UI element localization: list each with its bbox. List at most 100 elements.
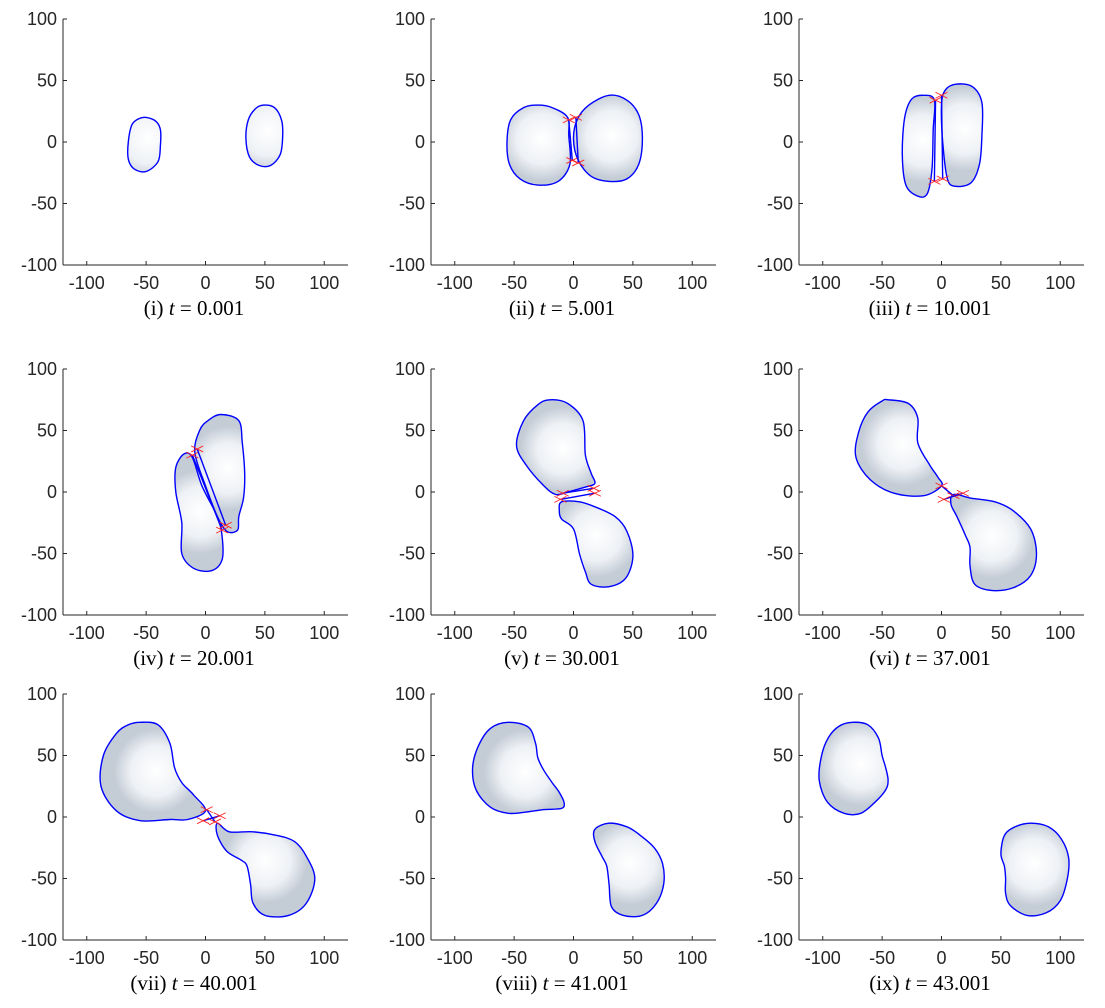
panel-iii-plot: -100 -50 0 50 100 -100 -50 0 50 100 <box>757 9 1084 293</box>
junction-marker <box>213 812 226 820</box>
x-tick-label: 0 <box>568 623 578 643</box>
panel-ix: -100 -50 0 50 100 -100 -50 0 50 100 (ix) t = 43.00… <box>736 675 1104 1008</box>
y-tick-label: -50 <box>767 544 793 564</box>
panel-viii: -100 -50 0 50 100 -100 -50 0 50 100 (viii) t = 41.… <box>368 675 736 1008</box>
panel-vi-plot: -100 -50 0 50 100 -100 -50 0 50 100 <box>757 359 1084 643</box>
x-tick-label: 0 <box>200 273 210 293</box>
panel-time: 0.001 <box>197 296 245 320</box>
junction-marker <box>208 818 222 826</box>
x-tick-label: 100 <box>1045 948 1075 968</box>
x-tick-label: 0 <box>936 273 946 293</box>
y-tick-label: 100 <box>27 684 57 704</box>
panel-v-plot: -100 -50 0 50 100 -100 -50 0 50 100 <box>389 359 716 643</box>
panel-caption: (viii) t = 41.001 <box>495 971 629 995</box>
panel-time: 41.001 <box>570 971 629 995</box>
panel-caption: (iv) t = 20.001 <box>133 646 255 670</box>
y-tick-label: -50 <box>767 869 793 889</box>
junction-marker <box>196 817 210 825</box>
cell-outline <box>471 721 566 815</box>
x-tick-label: 100 <box>677 273 707 293</box>
x-tick-label: -100 <box>805 948 841 968</box>
y-tick-label: 0 <box>783 807 793 827</box>
x-tick-label: -100 <box>437 273 473 293</box>
panel-i: -100 -50 0 50 100 -100 -50 0 50 100 (i) t = 0.001 <box>0 0 368 333</box>
junction-marker <box>956 489 970 497</box>
y-tick-label: 0 <box>415 482 425 502</box>
panel-caption: (ii) t = 5.001 <box>508 296 616 320</box>
y-tick-label: 100 <box>27 9 57 29</box>
junction-marker <box>200 806 213 814</box>
x-tick-label: 50 <box>991 273 1011 293</box>
y-tick-label: 100 <box>763 684 793 704</box>
y-tick-label: -100 <box>757 930 793 950</box>
x-tick-label: 0 <box>936 948 946 968</box>
interface-line <box>941 485 954 497</box>
panel-viii-plot: -100 -50 0 50 100 -100 -50 0 50 100 <box>389 684 716 968</box>
panel-time: 20.001 <box>197 646 255 670</box>
panel-vii: -100 -50 0 50 100 -100 -50 0 50 100 (vii) t = 40.0… <box>0 675 368 1008</box>
x-tick-label: -50 <box>501 273 527 293</box>
junction-marker <box>562 116 575 124</box>
x-tick-label: 50 <box>991 948 1011 968</box>
junction-marker <box>215 526 229 534</box>
panel-label: (iv) <box>133 646 164 670</box>
x-tick-label: 50 <box>255 273 275 293</box>
junction-marker <box>588 489 602 497</box>
x-tick-label: -100 <box>69 273 105 293</box>
junction-marker <box>190 445 204 453</box>
y-tick-label: 0 <box>415 132 425 152</box>
panel-time: 30.001 <box>562 646 620 670</box>
cell-outline <box>99 721 207 822</box>
x-tick-label: -50 <box>869 273 895 293</box>
x-tick-label: 50 <box>623 273 643 293</box>
x-tick-label: -100 <box>437 948 473 968</box>
y-tick-label: 0 <box>47 807 57 827</box>
y-tick-label: 100 <box>395 684 425 704</box>
y-tick-label: -50 <box>767 194 793 214</box>
y-tick-label: 50 <box>37 71 57 91</box>
x-tick-label: -100 <box>69 623 105 643</box>
cell-outline <box>174 452 224 573</box>
y-tick-label: 100 <box>763 359 793 379</box>
x-tick-label: 100 <box>1045 623 1075 643</box>
y-tick-label: 50 <box>405 746 425 766</box>
interface-line <box>940 95 944 179</box>
panel-label: (vii) <box>130 971 167 995</box>
y-tick-label: 50 <box>405 71 425 91</box>
y-tick-label: 0 <box>783 482 793 502</box>
x-tick-label: 0 <box>568 273 578 293</box>
panel-v: -100 -50 0 50 100 -100 -50 0 50 100 (v) t = 30.001 <box>368 350 736 683</box>
panel-label: (ii) <box>508 296 535 320</box>
junction-marker <box>566 157 579 164</box>
y-tick-label: -100 <box>21 930 57 950</box>
y-tick-label: -100 <box>21 255 57 275</box>
panel-vi: -100 -50 0 50 100 -100 -50 0 50 100 (vi) t = 37.00… <box>736 350 1104 683</box>
panel-ii: -100 -50 0 50 100 -100 -50 0 50 100 (ii) t = 5.001 <box>368 0 736 333</box>
x-tick-label: 0 <box>200 623 210 643</box>
panel-time: 43.001 <box>933 971 991 995</box>
panel-caption: (vi) t = 37.001 <box>869 646 991 670</box>
panel-label: (v) <box>504 646 529 670</box>
junction-marker <box>928 177 941 185</box>
cell-outline <box>245 104 284 168</box>
x-tick-label: -100 <box>805 273 841 293</box>
panel-label: (vi) <box>869 646 900 670</box>
panel-ix-plot: -100 -50 0 50 100 -100 -50 0 50 100 <box>757 684 1084 968</box>
panel-label: (viii) <box>495 971 538 995</box>
x-tick-label: 100 <box>677 623 707 643</box>
panel-time: 10.001 <box>933 296 992 320</box>
junction-marker <box>219 521 232 529</box>
x-tick-label: 50 <box>623 948 643 968</box>
y-tick-label: -50 <box>31 544 57 564</box>
x-tick-label: 0 <box>568 948 578 968</box>
junction-marker <box>929 96 942 104</box>
junction-marker <box>556 489 570 497</box>
y-tick-label: -50 <box>399 544 425 564</box>
y-tick-label: 50 <box>773 746 793 766</box>
y-tick-label: -50 <box>31 194 57 214</box>
panel-i-plot: -100 -50 0 50 100 -100 -50 0 50 100 <box>21 9 348 293</box>
y-tick-label: -100 <box>757 255 793 275</box>
junction-marker <box>554 495 567 503</box>
panel-caption: (ix) t = 43.001 <box>869 971 991 995</box>
